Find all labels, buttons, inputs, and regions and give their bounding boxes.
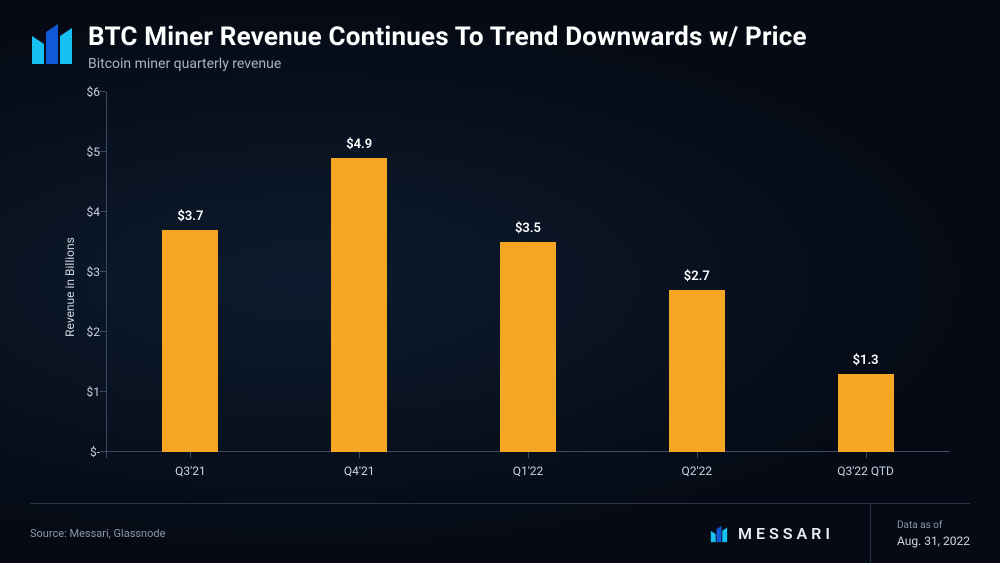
source-value: Messari, Glassnode: [69, 527, 165, 540]
bar-value-label: $2.7: [684, 269, 710, 284]
bar-slot: $3.7Q3'21: [106, 92, 275, 452]
bar: $3.5: [500, 242, 556, 452]
x-tick-mark: [528, 452, 529, 458]
messari-logo-icon: [710, 525, 728, 543]
x-tick: Q2'22: [681, 464, 712, 478]
x-tick-mark: [359, 452, 360, 458]
page-title: BTC Miner Revenue Continues To Trend Dow…: [88, 22, 807, 52]
x-tick-mark: [866, 452, 867, 458]
x-tick: Q3'21: [175, 464, 206, 478]
bar: $1.3: [838, 374, 894, 452]
bar-slot: $2.7Q2'22: [612, 92, 781, 452]
y-tick-mark: [100, 271, 106, 272]
bar: $3.7: [162, 230, 218, 452]
x-tick: Q3'22 QTD: [837, 464, 894, 478]
y-tick-mark: [100, 211, 106, 212]
bar-slot: $3.5Q1'22: [444, 92, 613, 452]
chart-plot-area: $3.7Q3'21$4.9Q4'21$3.5Q1'22$2.7Q2'22$1.3…: [106, 92, 950, 452]
header: BTC Miner Revenue Continues To Trend Dow…: [30, 22, 970, 72]
y-tick-mark: [100, 451, 106, 452]
y-tick-mark: [100, 151, 106, 152]
bar-slot: $4.9Q4'21: [275, 92, 444, 452]
bar-slot: $1.3Q3'22 QTD: [781, 92, 950, 452]
bar-value-label: $4.9: [346, 137, 372, 152]
y-tick-mark: [100, 331, 106, 332]
revenue-chart: Revenue in Billions $3.7Q3'21$4.9Q4'21$3…: [58, 92, 958, 482]
y-tick: $6: [62, 85, 100, 99]
y-tick-mark: [100, 391, 106, 392]
x-tick: Q1'22: [513, 464, 544, 478]
messari-logo-icon: [30, 22, 74, 66]
bars-container: $3.7Q3'21$4.9Q4'21$3.5Q1'22$2.7Q2'22$1.3…: [106, 92, 950, 452]
footer-source: Source: Messari, Glassnode: [30, 527, 674, 540]
page-subtitle: Bitcoin miner quarterly revenue: [88, 56, 807, 72]
bar: $2.7: [669, 290, 725, 452]
x-tick-mark: [190, 452, 191, 458]
x-tick: Q4'21: [344, 464, 375, 478]
y-axis-label: Revenue in Billions: [63, 237, 77, 337]
y-tick: $2: [62, 325, 100, 339]
y-tick-mark: [100, 91, 106, 92]
source-prefix: Source:: [30, 527, 69, 540]
footer-brand: MESSARI: [674, 524, 870, 543]
y-tick: $5: [62, 145, 100, 159]
date-value: Aug. 31, 2022: [897, 534, 970, 548]
y-tick: $4: [62, 205, 100, 219]
bar-value-label: $1.3: [853, 353, 879, 368]
bar-value-label: $3.5: [515, 221, 541, 236]
title-block: BTC Miner Revenue Continues To Trend Dow…: [88, 22, 807, 72]
date-label: Data as of: [897, 520, 970, 531]
brand-text: MESSARI: [738, 524, 834, 543]
y-tick: $-: [62, 445, 100, 459]
footer: Source: Messari, Glassnode MESSARI Data …: [30, 503, 970, 563]
bar: $4.9: [331, 158, 387, 452]
bar-value-label: $3.7: [177, 209, 203, 224]
y-tick: $3: [62, 265, 100, 279]
x-tick-mark: [697, 452, 698, 458]
footer-date: Data as of Aug. 31, 2022: [870, 504, 970, 563]
y-tick: $1: [62, 385, 100, 399]
